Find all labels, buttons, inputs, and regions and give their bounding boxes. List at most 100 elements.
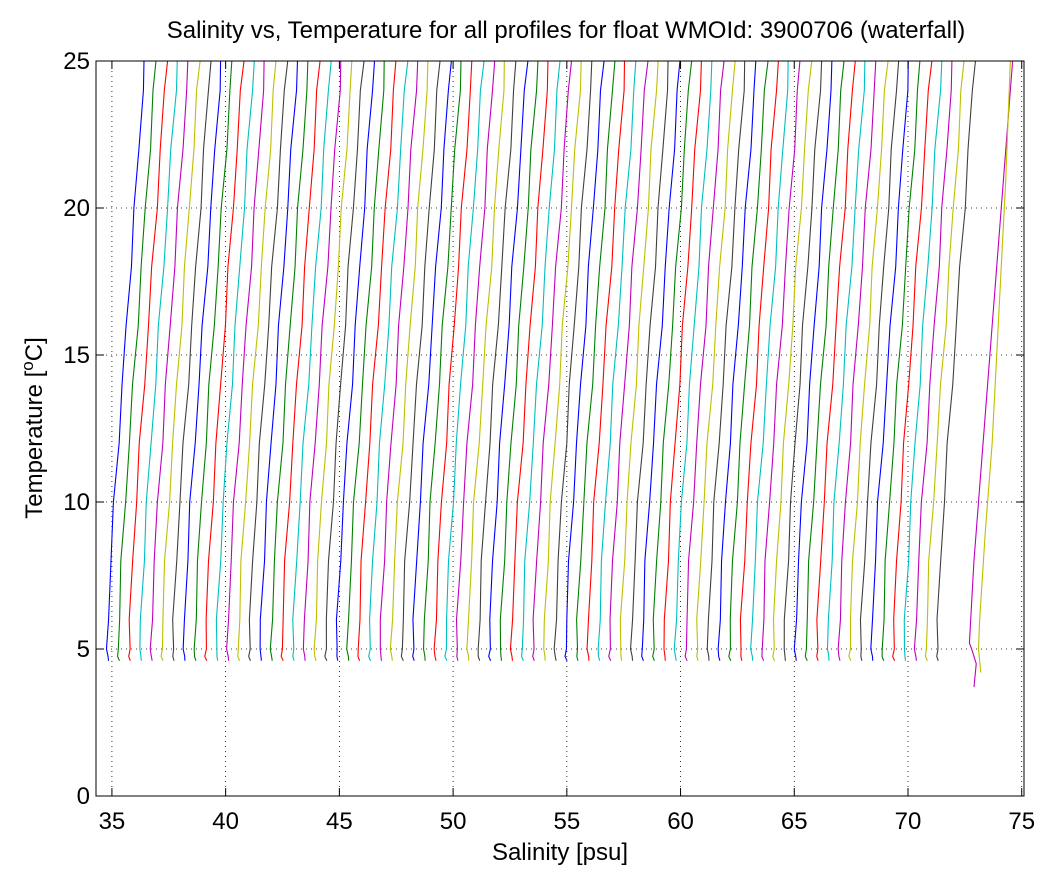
y-tick-label: 25	[63, 48, 90, 75]
x-tick-label: 75	[1008, 808, 1035, 835]
profile-line	[488, 61, 529, 661]
tick-labels: 35 40 45 50 55 60 65 70 75 0 5 10 15 20 25	[63, 48, 1035, 835]
profile-line	[149, 61, 189, 661]
profile-line	[117, 61, 157, 661]
profile-line	[772, 61, 813, 661]
profile-line	[913, 61, 953, 661]
profile-line	[783, 61, 823, 661]
x-tick-label: 35	[99, 808, 126, 835]
x-tick-label: 40	[212, 808, 239, 835]
profile-line	[357, 61, 397, 661]
y-axis-label-tail: C]	[21, 337, 48, 361]
profile-line	[226, 61, 265, 661]
y-axis-label-superscript: o	[18, 361, 37, 370]
profile-line	[543, 61, 582, 661]
profile-line	[684, 61, 725, 661]
profile-line	[673, 61, 713, 661]
profile-line	[128, 61, 169, 661]
y-tick-label: 10	[63, 489, 90, 516]
profile-line	[466, 61, 505, 661]
profile-line	[280, 61, 321, 661]
chart-title: Salinity vs, Temperature for all profile…	[167, 17, 966, 44]
axes-frame	[95, 60, 1025, 797]
x-tick-label: 45	[326, 808, 353, 835]
x-tick-label: 70	[895, 808, 922, 835]
profile-line	[302, 61, 342, 661]
profile-line	[324, 61, 365, 661]
profile-line	[936, 61, 977, 661]
profile-line	[652, 61, 693, 661]
x-tick-label: 60	[667, 808, 694, 835]
profile-line	[739, 61, 779, 661]
profile-line	[750, 61, 789, 661]
profile-line	[837, 61, 877, 661]
profile-line	[892, 61, 933, 661]
profile-line	[663, 61, 702, 661]
profile-line	[553, 61, 593, 661]
profile-line	[248, 61, 289, 661]
profile-line	[422, 61, 462, 661]
axes-background	[96, 61, 1024, 796]
profile-line	[859, 61, 900, 661]
profile-line	[346, 61, 385, 661]
profile-line	[215, 61, 255, 661]
profile-line	[826, 61, 866, 661]
profile-line	[629, 61, 669, 661]
profile-line	[696, 61, 736, 661]
profile-series	[105, 61, 1014, 688]
profile-line	[444, 61, 485, 661]
profile-line	[433, 61, 473, 661]
profile-line	[412, 61, 452, 661]
profile-line	[204, 61, 245, 661]
profile-line	[586, 61, 626, 661]
y-tick-label: 0	[77, 783, 90, 810]
y-tick-label: 5	[77, 636, 90, 663]
profile-line	[182, 61, 222, 661]
profile-line	[139, 61, 178, 661]
x-tick-label: 50	[440, 808, 467, 835]
profile-line	[389, 61, 429, 661]
profile-line	[259, 61, 299, 661]
x-axis-label: Salinity [psu]	[492, 839, 628, 866]
profile-line	[870, 61, 909, 661]
profile-line	[313, 61, 353, 661]
y-axis-label: Temperature [oC]	[18, 337, 48, 519]
profile-line	[335, 61, 376, 661]
profile-line	[761, 61, 801, 661]
profile-line	[499, 61, 539, 661]
profile-line	[455, 61, 496, 661]
profile-line	[706, 61, 746, 661]
profile-line	[379, 61, 419, 661]
profile-line	[172, 61, 212, 661]
axis-ticks	[96, 60, 1024, 797]
profile-line	[105, 61, 145, 661]
profile-line	[641, 61, 681, 661]
profile-line	[848, 61, 889, 661]
profile-line	[903, 61, 943, 661]
profile-line	[619, 61, 659, 661]
profile-line	[728, 61, 769, 661]
profile-line	[520, 61, 561, 661]
profile-line	[608, 61, 649, 661]
profile-line	[477, 61, 517, 661]
profile-line	[924, 61, 965, 661]
y-axis-label-main: Temperature [	[21, 370, 48, 518]
profile-line	[793, 61, 833, 661]
profile-line	[269, 61, 309, 661]
y-tick-label: 20	[63, 195, 90, 222]
profile-line	[237, 61, 277, 661]
profile-line-last	[968, 61, 1014, 688]
profile-line	[160, 61, 201, 661]
profile-line	[193, 61, 233, 661]
profile-line-last	[977, 61, 1011, 673]
profile-line	[532, 61, 573, 661]
profile-line	[717, 61, 757, 661]
profile-line	[804, 61, 845, 661]
profile-line	[597, 61, 637, 661]
profile-line	[292, 61, 332, 661]
x-tick-label: 55	[553, 808, 580, 835]
profile-line	[400, 61, 441, 661]
y-tick-label: 15	[63, 342, 90, 369]
profile-line	[816, 61, 856, 661]
